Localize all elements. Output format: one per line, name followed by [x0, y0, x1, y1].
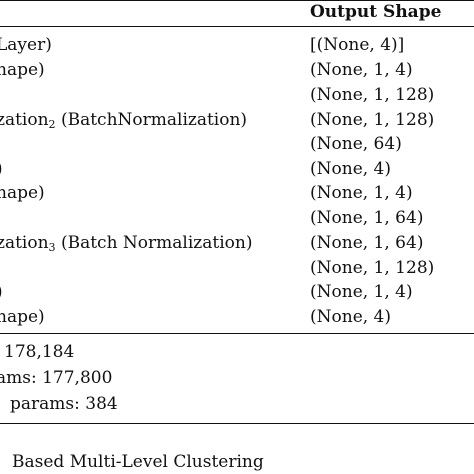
row-12-layer: hape): [0, 307, 45, 327]
header-rule: [0, 26, 474, 27]
row-11-shape: (None, 1, 4): [310, 282, 413, 302]
row-11-layer: ): [0, 282, 3, 302]
body-bottom-rule: [0, 333, 474, 334]
column-header-output-shape: Output Shape: [310, 2, 442, 22]
row-2-shape: (None, 1, 4): [310, 60, 413, 80]
row-9-layer: zation3 (Batch Normalization): [0, 233, 253, 254]
row-8-shape: (None, 1, 64): [310, 208, 424, 228]
row-4-layer: zation2 (BatchNormalization): [0, 110, 248, 131]
row-10-shape: (None, 1, 128): [310, 258, 435, 278]
row-1-shape: [(None, 4)]: [310, 35, 405, 55]
trainable-params: ams: 177,800: [0, 368, 113, 388]
non-trainable-params: params: 384: [10, 394, 118, 414]
table-bottom-rule: [0, 423, 474, 424]
row-4-shape: (None, 1, 128): [310, 110, 435, 130]
row-9-shape: (None, 1, 64): [310, 233, 424, 253]
row-12-shape: (None, 4): [310, 307, 392, 327]
row-6-layer: ): [0, 159, 3, 179]
row-5-shape: (None, 64): [310, 134, 402, 154]
table-top-rule: [0, 0, 474, 1]
row-6-shape: (None, 4): [310, 159, 392, 179]
row-1-layer: Layer): [0, 35, 52, 55]
row-3-shape: (None, 1, 128): [310, 85, 435, 105]
table-caption: Based Multi-Level Clustering: [12, 452, 264, 472]
row-7-layer: hape): [0, 183, 45, 203]
row-7-shape: (None, 1, 4): [310, 183, 413, 203]
row-2-layer: hape): [0, 60, 45, 80]
total-params: 178,184: [4, 342, 75, 362]
